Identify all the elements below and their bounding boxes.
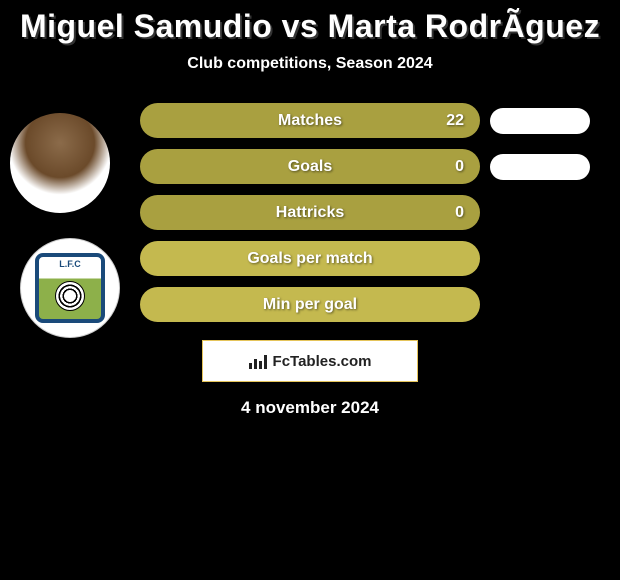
stat-label: Goals per match (247, 250, 372, 268)
comparison-card: Miguel Samudio vs Marta RodrÃ­guez Club … (0, 0, 620, 418)
stat-bar: Hattricks 0 (140, 195, 480, 230)
chart-icon (249, 353, 267, 369)
subtitle: Club competitions, Season 2024 (0, 55, 620, 73)
stat-label: Goals (288, 158, 332, 176)
stat-label: Hattricks (276, 204, 344, 222)
stat-label: Min per goal (263, 296, 357, 314)
stat-bar: Goals 0 (140, 149, 480, 184)
stat-value: 0 (455, 204, 464, 222)
stat-bars: Matches 22 Goals 0 Hattricks 0 Goals per match… (0, 103, 620, 322)
stat-bar: Min per goal (140, 287, 480, 322)
stat-row: Hattricks 0 (0, 195, 620, 230)
stat-bar: Matches 22 (140, 103, 480, 138)
stat-row: Goals per match (0, 241, 620, 276)
comparison-pill (490, 154, 590, 180)
comparison-pill (490, 108, 590, 134)
attribution-badge[interactable]: FcTables.com (202, 340, 418, 382)
stat-row: Goals 0 (0, 149, 620, 184)
stat-bar: Goals per match (140, 241, 480, 276)
stat-row: Matches 22 (0, 103, 620, 138)
page-title: Miguel Samudio vs Marta RodrÃ­guez (0, 8, 620, 45)
stat-label: Matches (278, 112, 342, 130)
stat-value: 0 (455, 158, 464, 176)
date-label: 4 november 2024 (0, 398, 620, 418)
stat-value: 22 (446, 112, 464, 130)
attribution-text: FcTables.com (273, 353, 372, 370)
stats-area: L.F.C Matches22Goals0Hattricks0Goals per… (0, 103, 620, 322)
stat-row: Min per goal (0, 287, 620, 322)
